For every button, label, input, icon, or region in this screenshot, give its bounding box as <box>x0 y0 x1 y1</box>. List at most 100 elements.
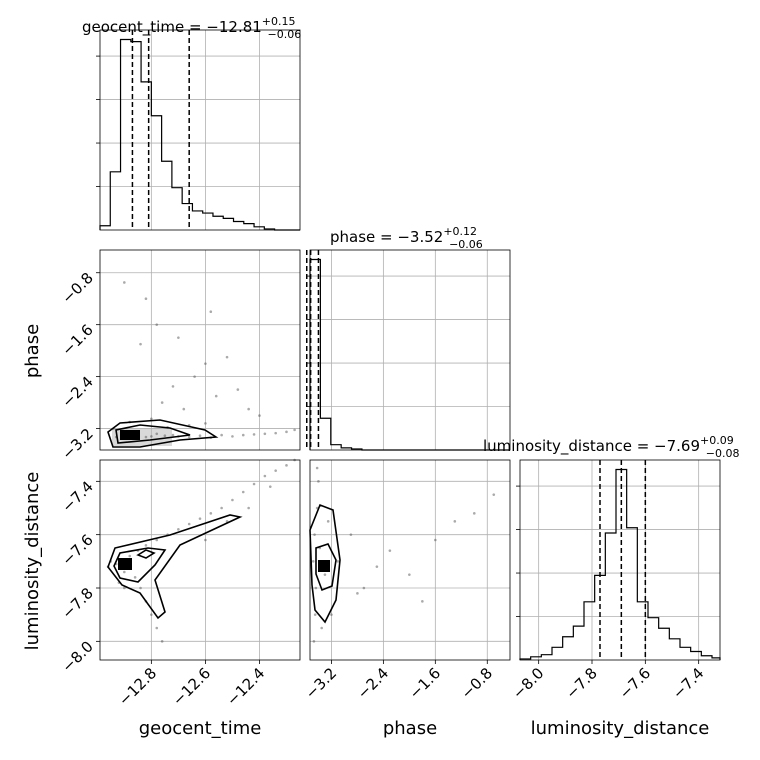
contour-line <box>309 503 341 624</box>
sample-point <box>155 626 159 630</box>
sample-point <box>204 422 207 425</box>
title-geocent-time: geocent_time = −12.81+0.15 −0.06 <box>82 15 301 41</box>
sample-point <box>144 435 148 439</box>
sample-point <box>263 474 267 478</box>
density-peak <box>318 560 330 572</box>
panel-frame <box>309 459 511 661</box>
grid-layer <box>100 30 720 660</box>
sample-point <box>434 538 437 542</box>
sample-point <box>247 407 250 411</box>
sample-point <box>155 432 159 436</box>
sample-point <box>241 433 245 437</box>
sample-point <box>198 517 202 520</box>
sample-point <box>144 544 148 547</box>
contour-line <box>107 419 219 448</box>
sample-point <box>220 433 223 437</box>
sample-point <box>236 388 240 391</box>
sample-point <box>313 613 317 616</box>
sample-point <box>252 482 256 486</box>
tick-label-phase: −2.4 <box>354 664 392 702</box>
sample-point <box>492 493 496 496</box>
sample-point <box>375 565 379 568</box>
sample-point <box>388 549 392 552</box>
density-peak <box>120 430 140 440</box>
sample-point <box>336 560 340 563</box>
sample-point <box>231 498 234 502</box>
sample-point <box>150 435 153 438</box>
sample-point <box>317 480 320 483</box>
histogram-luminosity-distance <box>519 468 721 660</box>
contour-line <box>113 547 167 583</box>
sample-point <box>356 592 359 595</box>
xlabel-phase: phase <box>383 718 437 739</box>
sample-point <box>209 310 213 313</box>
sample-point <box>133 576 137 579</box>
sample-point <box>160 401 164 404</box>
sample-point <box>128 554 132 558</box>
contour-line <box>315 543 337 592</box>
tick-label-phase: −1.6 <box>406 664 444 702</box>
sample-point <box>177 528 180 531</box>
xlabel-geocent-time: geocent_time <box>139 718 262 739</box>
sample-point <box>150 613 153 616</box>
tick-label-geocent-time: −12.4 <box>223 664 268 709</box>
sample-point <box>285 430 288 434</box>
tick-label-luminosity-distance: −7.4 <box>669 664 707 702</box>
tick-label-luminosity-distance: −8.0 <box>509 664 547 702</box>
contour-line <box>107 514 243 620</box>
tick-label-luminosity-distance: −7.8 <box>562 664 600 702</box>
sample-point <box>231 435 234 438</box>
panel-frame <box>99 249 301 451</box>
sample-point <box>155 538 159 542</box>
sample-point <box>313 533 316 536</box>
sample-point <box>408 573 411 576</box>
sample-point <box>214 394 218 398</box>
sample-point <box>155 323 159 326</box>
sample-point <box>312 640 316 643</box>
sample-point <box>171 385 175 388</box>
sample-point <box>241 490 245 494</box>
sample-point <box>198 434 202 438</box>
sample-point <box>187 522 191 526</box>
tick-label-phase: −1.6 <box>58 321 96 359</box>
sample-point <box>311 560 315 563</box>
tick-label-phase: −0.8 <box>58 269 96 307</box>
contour-line <box>136 549 156 559</box>
title-phase: phase = −3.52+0.12 −0.06 <box>330 225 483 251</box>
sample-point <box>123 281 126 284</box>
sample-point <box>330 613 333 616</box>
sample-point <box>160 640 164 643</box>
sample-point <box>225 355 229 359</box>
tick-label-luminosity-distance: −7.6 <box>616 664 654 702</box>
xlabel-luminosity-distance: luminosity_distance <box>531 718 710 739</box>
tick-label-geocent-time: −12.8 <box>115 664 160 709</box>
sample-point <box>453 520 457 523</box>
sample-point <box>193 375 196 378</box>
sample-point <box>263 432 267 436</box>
sample-point <box>421 600 424 603</box>
sample-point <box>144 297 148 301</box>
sample-point <box>320 626 323 630</box>
sample-point <box>315 466 319 470</box>
tick-label-geocent-time: −12.6 <box>169 664 214 709</box>
sample-point <box>139 342 142 346</box>
title-luminosity-distance: luminosity_distance = −7.69+0.09 −0.08 <box>483 434 739 460</box>
sample-point <box>293 428 296 432</box>
data-layer <box>99 30 721 660</box>
sample-point <box>285 464 288 467</box>
sample-point <box>182 407 186 411</box>
sample-point <box>274 469 277 472</box>
sample-point <box>349 533 353 536</box>
sample-point <box>220 506 223 510</box>
sample-point <box>472 512 476 515</box>
ylabel-phase: phase <box>22 324 43 378</box>
panel-frame <box>99 459 301 661</box>
tick-label-luminosity-distance: −8.0 <box>58 637 96 675</box>
sample-point <box>323 573 327 576</box>
panel-frame <box>99 29 301 231</box>
sample-point <box>123 586 126 590</box>
sample-point <box>123 570 126 574</box>
ylabel-luminosity-distance: luminosity_distance <box>22 472 43 651</box>
panel-frame <box>519 459 721 661</box>
